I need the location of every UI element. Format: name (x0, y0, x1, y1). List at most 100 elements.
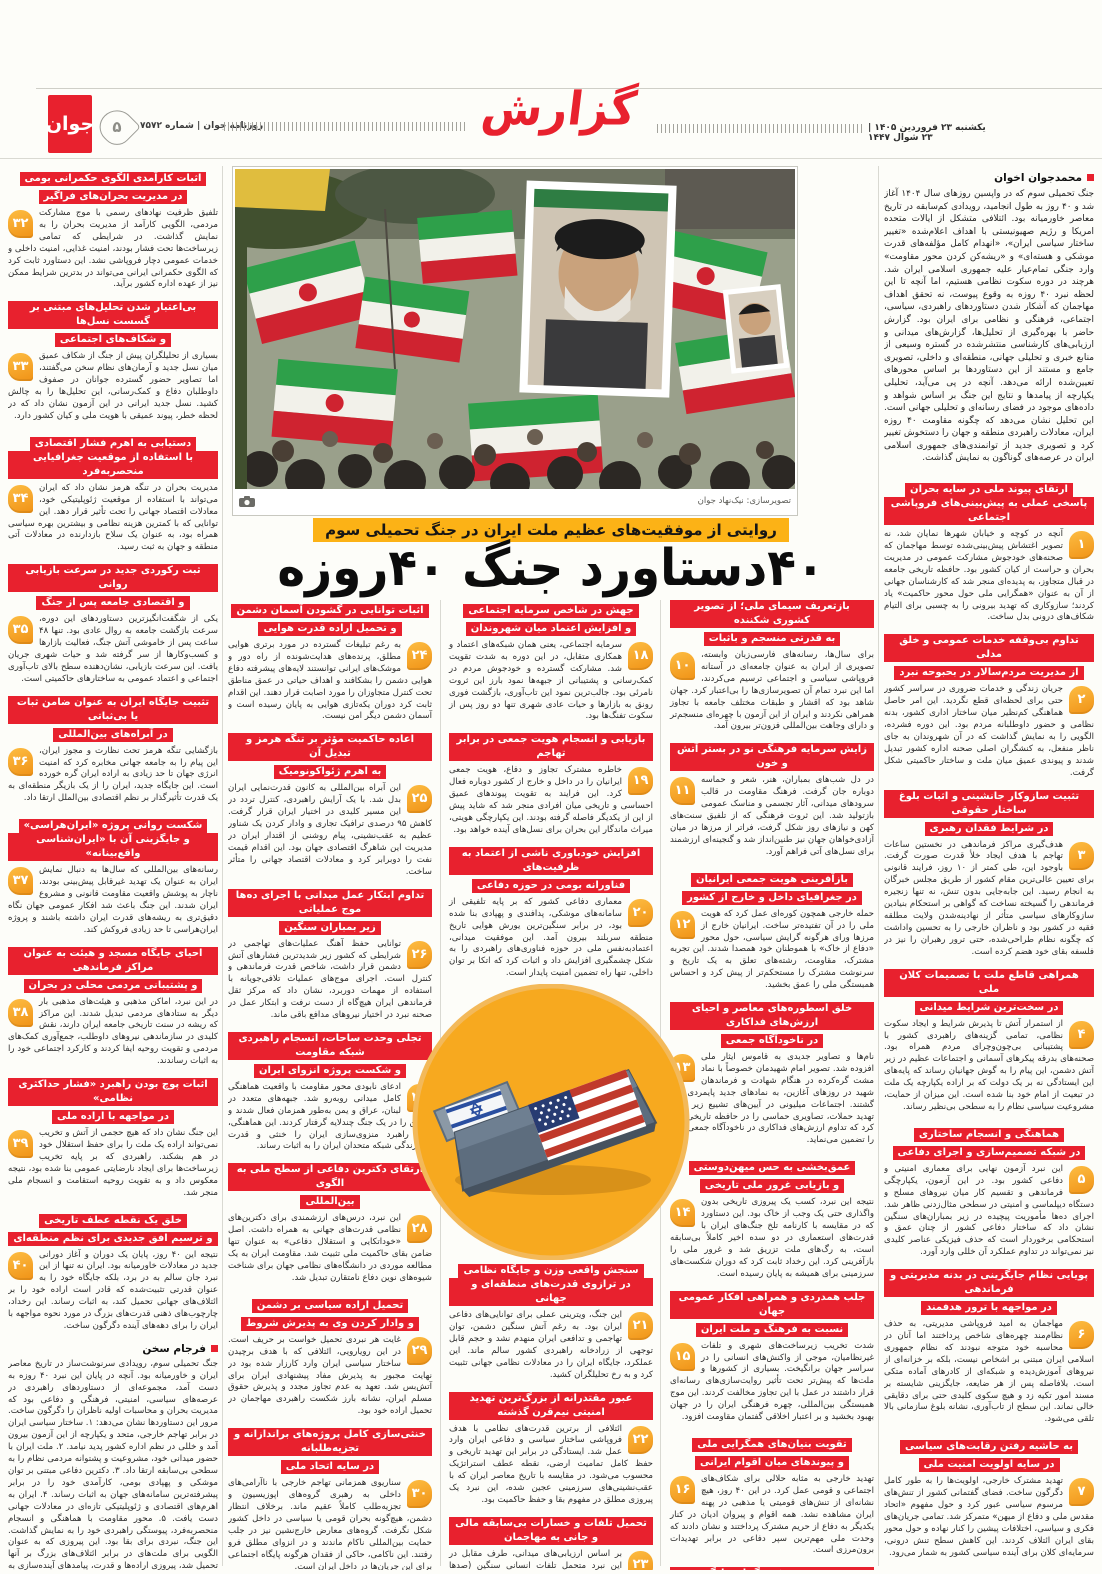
item-number-badge: ۲۶ (407, 940, 432, 969)
item-heading-line: اثبات توانایی در گشودن آسمان دشمن (231, 604, 429, 618)
us-flag (527, 1069, 647, 1164)
red-square-bullet (211, 1344, 218, 1352)
item-body: ۱۵ شدت تخریب زیرساخت‌های شهری و تلفات غیر… (670, 1340, 874, 1423)
item-heading-line: در سایه اولویت امنیت ملی (918, 1458, 1060, 1473)
achievement-item: خلق اسطوره‌های معاصر و احیای ارزش‌های فد… (670, 1002, 874, 1147)
achievement-item: پویایی نظام جایگزینی در بدنه مدیریتی و ف… (884, 1269, 1094, 1426)
item-heading-line: تداوم بی‌وقفه خدمات عمومی و خلق مدلی (884, 634, 1094, 663)
item-heading: جلب همدردی و همراهی افکار عمومی جهان نسبت… (670, 1290, 874, 1337)
item-heading: دستیابی به اهرم فشار اقتصادی با استفاده ا… (8, 433, 218, 479)
item-heading-line: به قدرتی منسجم و باثبات (703, 632, 841, 646)
item-heading-line: در مواجهه با ترور هدفمند (921, 1301, 1057, 1316)
column-divider (222, 166, 223, 1566)
item-heading-line: در سخت‌ترین شرایط میدانی (914, 1000, 1064, 1015)
achievement-item: اعاده حاکمیت مؤثر بر تنگه هرمز و تبدیل آ… (228, 733, 432, 878)
header-bottom-rule (0, 158, 1102, 159)
item-heading-line: خلق اسطوره‌های معاصر و احیای ارزش‌های فد… (670, 1002, 874, 1031)
item-heading-line: ارتقای دکترین دفاعی از سطح ملی به الگوی (228, 1163, 432, 1192)
item-body: ۷ تهدید مشترک خارجی، اولویت‌ها را به طور … (884, 1476, 1094, 1558)
items-group-e: اثبات کارآمدی الگوی حکمرانی بومی در مدیری… (8, 168, 218, 1333)
item-body: ۲۵ این آبراه بین‌المللی به کانون قدرت‌نما… (228, 783, 432, 877)
achievement-item: دستیابی به اهرم فشار اقتصادی با استفاده ا… (8, 433, 218, 554)
item-heading: خلق اسطوره‌های معاصر و احیای ارزش‌های فد… (670, 1002, 874, 1049)
paper-info: روزنامه جوان | شماره ۷۵۷۲ (140, 121, 264, 131)
item-heading-line: خلق یک نقطه عطف تاریخی (39, 1213, 187, 1228)
item-heading-line: تثبیت سازوکار جانشینی و اثبات بلوغ ساختا… (884, 789, 1094, 818)
item-heading: پویایی نظام جایگزینی در بدنه مدیریتی و ف… (884, 1269, 1094, 1316)
item-heading-line: بازآفرینی هویت جمعی ایرانیان (690, 872, 854, 887)
item-heading-line: خنثی‌سازی کامل پروژه‌های براندازانه و تج… (228, 1428, 432, 1457)
red-square-bullet (1087, 174, 1094, 181)
item-body: ۳۷ رسانه‌های بین‌المللی که سال‌ها به دنبا… (8, 865, 218, 935)
item-number-badge: ۳۲ (8, 210, 33, 238)
main-headline: ۴۰دستاورد جنگ ۴۰روزه (277, 538, 825, 599)
item-body: ۲ جریان زندگی و خدمات ضروری در سراسر کشور… (884, 684, 1094, 778)
item-heading-line: به حاشیه رفتن رقابت‌های سیاسی (900, 1440, 1078, 1455)
achievement-item: تجلی وحدت ساحات، انسجام راهبردی شبکه مقا… (228, 1031, 432, 1153)
item-body: ۲۴ به رغم تبلیغات گسترده در مورد برتری هو… (228, 640, 432, 722)
item-heading-line: اثبات کارآمدی الگوی حکمرانی بومی (19, 172, 207, 186)
item-number-badge: ۴۰ (8, 1251, 33, 1280)
achievement-item: بازیابی و انسجام هویت جمعی در برابر تهاج… (449, 733, 653, 836)
item-heading: تحمیل اراده سیاسی بر دشمن و وادار کردن وی… (228, 1295, 432, 1331)
ruler-ticks-right (657, 124, 865, 133)
column-left: اثبات کارآمدی الگوی حکمرانی بومی در مدیری… (8, 168, 218, 1570)
achievement-item: عبور مقتدرانه از بزرگ‌ترین تهدید امنیتی … (449, 1391, 653, 1507)
item-body: ۴۰ نتیجه این ۴۰ روز، پایان یک دوران و آغا… (8, 1249, 218, 1331)
item-heading-line: و پیوندهای میان اقوام ایرانی (695, 1455, 849, 1470)
achievement-item: بی‌اعتبار شدن تحلیل‌های مبتنی بر گسست نس… (8, 301, 218, 422)
item-number-badge: ۷ (1069, 1478, 1094, 1507)
kicker-label: روایتی از موفقیت‌های عظیم ملت ایران در ج… (313, 518, 789, 542)
column-c: جهش در شاخص سرمایه اجتماعی و افزایش اعتما… (412, 600, 690, 1570)
lead-photo-frame: تصویرسازی: نیک‌نهاد جوان (232, 166, 798, 516)
item-heading: اثبات کارآمدی الگوی حکمرانی بومی در مدیری… (8, 168, 218, 204)
achievement-item: زایش سرمایه فرهنگی نو در بستر آتش و خون ۱… (670, 743, 874, 858)
item-body: ۲۳ بر اساس ارزیابی‌های میدانی، طرف مقابل … (449, 1549, 653, 1570)
achievement-item: بازآفرینی هویت جمعی ایرانیان در جغرافیای … (670, 869, 874, 992)
item-number-badge: ۳۵ (8, 616, 33, 645)
item-number-badge: ۳۸ (8, 998, 33, 1027)
javan-logo: جوان (46, 95, 94, 153)
conclusion-title: فرجام سخن (8, 1343, 218, 1355)
achievement-item: اثبات کارآمدی الگوی حکمرانی بومی در مدیری… (8, 168, 218, 291)
item-heading-line: و تحمیل اراده قدرت هوایی (258, 622, 402, 636)
achievement-item: اثبات توانایی در گشودن آسمان دشمن و تحمیل… (228, 600, 432, 723)
item-heading: سنجش واقعی وزن و جایگاه نظامی در ترازوی ق… (449, 1260, 653, 1307)
achievement-item: به حاشیه رفتن رقابت‌های سیاسی در سایه اول… (884, 1436, 1094, 1559)
item-heading-line: سنجش واقعی وزن و جایگاه نظامی (458, 1264, 644, 1279)
item-heading-line: زایش سرمایه فرهنگی نو در بستر آتش و خون (670, 743, 874, 772)
item-body: ۱۰ برای سال‌ها، رسانه‌های فارسی‌زبان وابس… (670, 650, 874, 732)
item-number-badge: ۱ (1069, 531, 1094, 560)
item-heading-line: عمق‌بخشی به حس میهن‌دوستی (688, 1161, 856, 1176)
item-heading-line: بازیابی و انسجام هویت جمعی در برابر تهاج… (449, 733, 653, 762)
item-number-badge: ۵ (1069, 1165, 1094, 1194)
item-body: ۱۲ حمله خارجی همچون کوره‌ای عمل کرد که هو… (670, 908, 874, 991)
achievement-item: تقویت بنیان‌های همگرایی ملی و پیوندهای می… (670, 1434, 874, 1557)
item-heading-line: در سایه اتحاد ملی (280, 1460, 380, 1475)
item-heading-line: پویایی نظام جایگزینی در بدنه مدیریتی و ف… (884, 1269, 1094, 1298)
column-right: محمدجوان اخوان جنگ تحمیلی سوم که در واپس… (884, 168, 1094, 1570)
item-number-badge: ۳۹ (8, 1130, 33, 1159)
conclusion-title-text: فرجام سخن (142, 1342, 206, 1355)
kicker-row: روایتی از موفقیت‌های عظیم ملت ایران در ج… (0, 518, 1102, 542)
item-number-badge: ۱۸ (628, 642, 653, 670)
item-heading: احیای جایگاه مسجد و هیئت به عنوان مراکز … (8, 946, 218, 993)
item-body: ۴ از استمرار آتش تا پذیرش شرایط و ایجاد س… (884, 1018, 1094, 1112)
item-number-badge: ۱۹ (628, 767, 653, 796)
item-heading-line: و شکاف‌های اجتماعی (54, 333, 172, 348)
item-heading-line: بین‌المللی (300, 1195, 360, 1210)
item-heading: جهش در شاخص سرمایه اجتماعی و افزایش اعتما… (449, 600, 653, 636)
item-heading-line: تثبیت و توسعه فرهنگ ایستادگی در سطوح فرا… (670, 1567, 874, 1570)
item-number-badge: ۱۲ (670, 910, 695, 939)
item-body: ۱ آنچه در کوچه و خیابان شهرها نمایان شد، … (884, 529, 1094, 623)
item-heading: شکست روانی پروژه «ایران‌هراسی» و جایگزینی… (8, 815, 218, 862)
item-heading: بازیابی و انسجام هویت جمعی در برابر تهاج… (449, 733, 653, 762)
item-heading: تداوم بی‌وقفه خدمات عمومی و خلق مدلی از م… (884, 634, 1094, 681)
item-heading: تجلی وحدت ساحات، انسجام راهبردی شبکه مقا… (228, 1031, 432, 1078)
item-number-badge: ۲ (1069, 686, 1094, 715)
intro-paragraph: جنگ تحمیلی سوم که در واپسین روزهای سال ۱… (884, 189, 1094, 464)
item-body: ۲۲ ائتلافی از برترین قدرت‌های نظامی با هد… (449, 1423, 653, 1505)
item-body: ۶ مهاجمان به امید فروپاشی مدیریتی، به حذف… (884, 1319, 1094, 1425)
item-heading: عمق‌بخشی به حس میهن‌دوستی و بازیابی غرور … (670, 1157, 874, 1194)
